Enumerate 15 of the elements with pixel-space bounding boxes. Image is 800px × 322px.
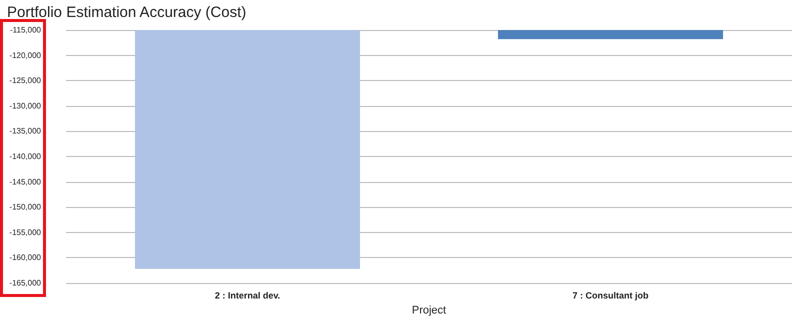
chart-title: Portfolio Estimation Accuracy (Cost) xyxy=(7,4,246,21)
y-tick-label: -135,000 xyxy=(9,126,42,136)
y-tick-label: -125,000 xyxy=(9,76,42,86)
y-tick-label: -160,000 xyxy=(9,253,42,262)
y-tick-label: -145,000 xyxy=(9,177,42,186)
y-tick-label: -130,000 xyxy=(9,101,42,110)
y-tick-label: -155,000 xyxy=(9,228,42,237)
y-tick-label: -150,000 xyxy=(9,202,42,212)
y-tick-label: -120,000 xyxy=(9,50,42,60)
x-axis-title: Project xyxy=(412,304,446,316)
x-tick-label: 2 : Internal dev. xyxy=(214,290,280,300)
y-tick-label: -140,000 xyxy=(9,152,42,161)
y-tick-label: -165,000 xyxy=(9,278,42,288)
x-tick-label: 7 : Consultant job xyxy=(572,290,649,300)
y-tick-label: -115,000 xyxy=(10,26,42,34)
